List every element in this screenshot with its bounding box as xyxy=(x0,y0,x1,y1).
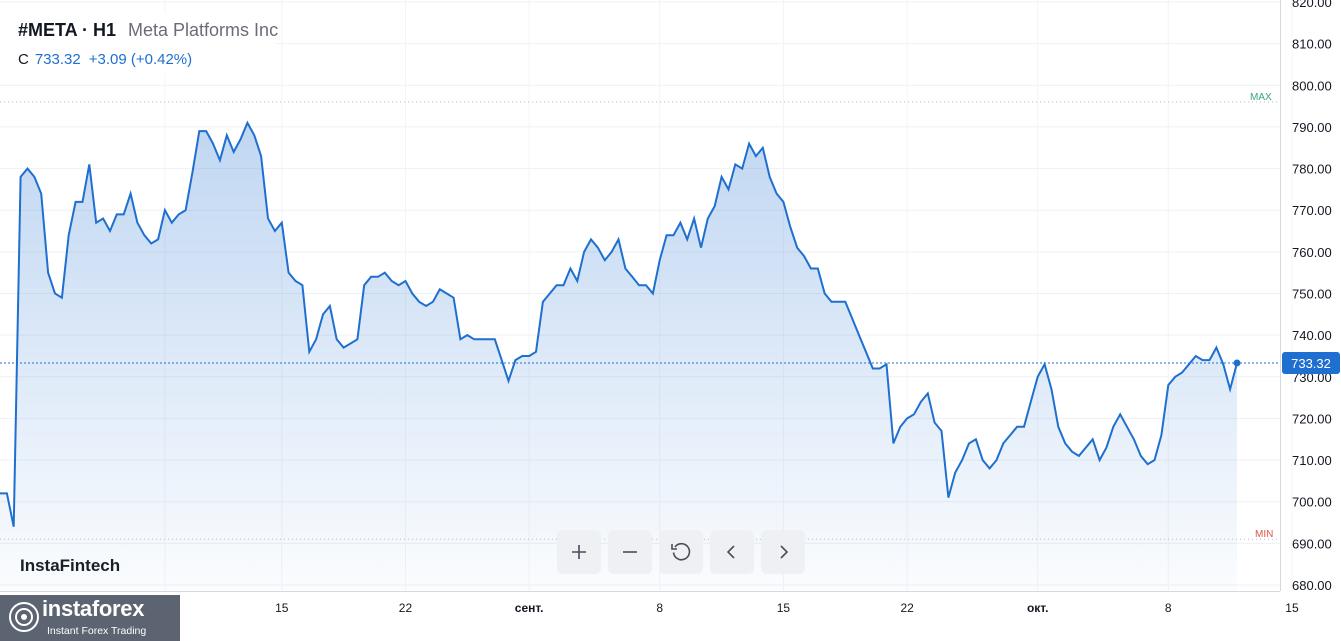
logo-tagline: Instant Forex Trading xyxy=(47,625,147,637)
change-value: +3.09 (+0.42%) xyxy=(88,51,193,68)
close-value: 733.32 xyxy=(34,51,81,68)
min-label: MIN xyxy=(1255,529,1273,540)
reset-button[interactable] xyxy=(659,530,703,574)
current-price-tag: 733.32 xyxy=(1282,351,1340,374)
watermark-text: InstaFintech xyxy=(20,556,121,575)
company-name: Meta Platforms Inc xyxy=(128,20,279,40)
scroll-left-button[interactable] xyxy=(710,530,754,574)
y-tick-label: 690.00 xyxy=(1292,536,1332,551)
x-tick-label: 8 xyxy=(1165,601,1172,615)
y-tick-label: 740.00 xyxy=(1292,328,1332,343)
y-tick-label: 760.00 xyxy=(1292,245,1332,260)
x-tick-label: 8 xyxy=(656,601,663,615)
chevron-right-icon xyxy=(780,545,789,559)
chevron-left-icon xyxy=(726,545,735,559)
y-tick-label: 800.00 xyxy=(1292,78,1332,93)
plus-icon xyxy=(572,545,586,559)
y-tick-label: 750.00 xyxy=(1292,287,1332,302)
current-price-tag-text: 733.32 xyxy=(1291,356,1331,371)
zoom-out-button[interactable] xyxy=(608,530,652,574)
x-tick-label: 15 xyxy=(275,601,289,615)
legend-panel xyxy=(0,12,276,78)
y-tick-label: 820.00 xyxy=(1292,0,1332,10)
price-line-readout: C 733.32 +3.09 (+0.42%) xyxy=(18,51,192,68)
symbol-title: #META · H1 xyxy=(18,20,117,40)
x-tick-label: 22 xyxy=(399,601,413,615)
y-tick-label: 720.00 xyxy=(1292,411,1332,426)
x-tick-label: 15 xyxy=(777,601,791,615)
brand-logo xyxy=(0,595,180,641)
logo-name: instaforex xyxy=(42,596,145,621)
price-area xyxy=(0,122,1237,592)
minus-icon xyxy=(623,551,637,553)
y-tick-label: 810.00 xyxy=(1292,37,1332,52)
x-tick-label: 22 xyxy=(900,601,914,615)
logo-icon xyxy=(9,602,39,632)
y-tick-label: 700.00 xyxy=(1292,495,1332,510)
zoom-in-button[interactable] xyxy=(557,530,601,574)
y-tick-label: 790.00 xyxy=(1292,120,1332,135)
reset-icon xyxy=(671,542,691,561)
scroll-right-button[interactable] xyxy=(761,530,805,574)
x-tick-label: 15 xyxy=(1285,601,1299,615)
symbol-line: #META · H1 Meta Platforms Inc xyxy=(18,20,278,41)
max-label: MAX xyxy=(1250,92,1272,103)
last-price-dot xyxy=(1233,359,1241,367)
chart-toolbar xyxy=(557,530,805,574)
y-tick-label: 710.00 xyxy=(1292,453,1332,468)
y-axis: 680.00690.00700.00710.00720.00730.00740.… xyxy=(1292,0,1332,593)
y-tick-label: 780.00 xyxy=(1292,162,1332,177)
y-tick-label: 770.00 xyxy=(1292,203,1332,218)
close-label: C xyxy=(18,51,29,68)
x-tick-label: окт. xyxy=(1027,601,1049,615)
x-tick-label: сент. xyxy=(515,601,544,615)
price-line xyxy=(0,120,1238,527)
y-tick-label: 680.00 xyxy=(1292,578,1332,593)
